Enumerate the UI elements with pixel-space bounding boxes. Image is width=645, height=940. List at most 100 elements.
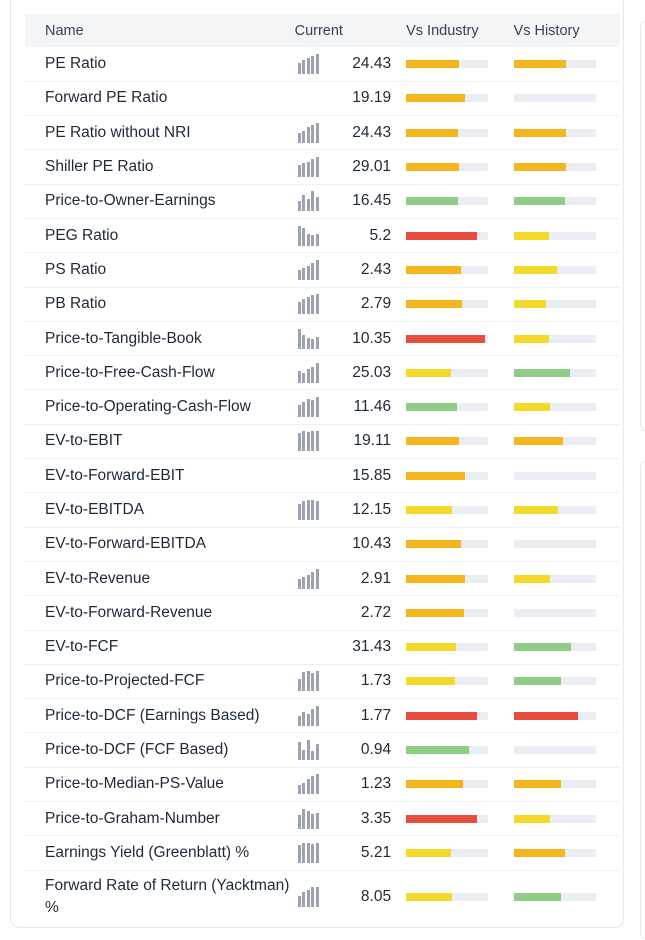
- ratio-name[interactable]: Price-to-Projected-FCF: [45, 672, 205, 690]
- vs-history-bar[interactable]: [513, 506, 596, 514]
- ratio-name[interactable]: Shiller PE Ratio: [45, 158, 154, 176]
- bar-chart-icon[interactable]: [297, 294, 326, 315]
- vs-industry-bar[interactable]: [406, 265, 489, 274]
- table-row[interactable]: EV-to-Revenue 2.91: [25, 561, 620, 596]
- vs-industry-bar[interactable]: [406, 300, 489, 309]
- vs-industry-bar[interactable]: [406, 540, 489, 549]
- bar-chart-icon[interactable]: [297, 500, 326, 520]
- vs-history-bar[interactable]: [513, 574, 596, 583]
- vs-industry-bar[interactable]: [406, 437, 489, 446]
- table-row[interactable]: EV-to-Forward-EBIT 15.85: [25, 459, 620, 493]
- vs-history-bar[interactable]: [513, 608, 596, 617]
- table-row[interactable]: Forward PE Ratio 19.19: [25, 81, 620, 116]
- vs-industry-bar[interactable]: [406, 608, 489, 617]
- vs-industry-bar[interactable]: [406, 197, 489, 206]
- ratio-name[interactable]: Price-to-Tangible-Book: [45, 329, 202, 347]
- table-row[interactable]: Price-to-Projected-FCF 1.73: [25, 664, 620, 699]
- vs-industry-bar[interactable]: [406, 368, 489, 377]
- bar-chart-icon[interactable]: [297, 157, 326, 178]
- table-row[interactable]: Price-to-DCF (FCF Based) 0.94: [25, 733, 620, 768]
- bar-chart-icon[interactable]: [297, 774, 326, 795]
- ratio-name[interactable]: EV-to-Revenue: [45, 569, 151, 587]
- bar-chart-icon[interactable]: [297, 362, 326, 383]
- vs-history-bar[interactable]: [513, 59, 596, 68]
- bar-chart-icon[interactable]: [297, 122, 326, 143]
- ratio-name[interactable]: Price-to-DCF (FCF Based): [45, 741, 229, 759]
- vs-history-bar[interactable]: [513, 711, 596, 720]
- ratio-name[interactable]: Earnings Yield (Greenblatt) %: [45, 843, 250, 861]
- vs-industry-bar[interactable]: [406, 848, 489, 857]
- ratio-name[interactable]: EV-to-Forward-EBIT: [45, 466, 185, 484]
- table-row[interactable]: Price-to-Operating-Cash-Flow 11.46: [25, 390, 620, 425]
- vs-industry-bar[interactable]: [406, 892, 489, 901]
- vs-industry-bar[interactable]: [406, 746, 489, 755]
- vs-industry-bar[interactable]: [406, 677, 489, 686]
- vs-history-bar[interactable]: [513, 231, 596, 240]
- vs-history-bar[interactable]: [513, 780, 596, 789]
- vs-industry-bar[interactable]: [406, 643, 489, 652]
- vs-history-bar[interactable]: [513, 94, 596, 103]
- table-row[interactable]: Price-to-Tangible-Book 10.35: [25, 321, 620, 356]
- ratio-name[interactable]: Price-to-Owner-Earnings: [45, 192, 216, 210]
- vs-history-bar[interactable]: [513, 892, 596, 901]
- ratio-name[interactable]: Forward PE Ratio: [45, 89, 168, 107]
- bar-chart-icon[interactable]: [297, 259, 326, 280]
- table-row[interactable]: EV-to-EBIT 19.11: [25, 424, 620, 459]
- bar-chart-icon[interactable]: [297, 191, 326, 212]
- header-current[interactable]: Current: [294, 22, 343, 39]
- vs-industry-bar[interactable]: [406, 128, 489, 137]
- vs-industry-bar[interactable]: [406, 506, 489, 514]
- table-row[interactable]: EV-to-EBITDA 12.15: [25, 493, 620, 528]
- vs-industry-bar[interactable]: [406, 780, 489, 789]
- vs-history-bar[interactable]: [513, 814, 596, 823]
- vs-industry-bar[interactable]: [406, 471, 489, 480]
- vs-history-bar[interactable]: [513, 197, 596, 206]
- vs-history-bar[interactable]: [513, 128, 596, 137]
- table-row[interactable]: Shiller PE Ratio 29.01: [25, 150, 620, 185]
- table-row[interactable]: Price-to-Graham-Number 3.35: [25, 802, 620, 836]
- vs-history-bar[interactable]: [513, 265, 596, 274]
- ratio-name[interactable]: EV-to-EBITDA: [45, 501, 145, 518]
- vs-history-bar[interactable]: [513, 403, 596, 412]
- bar-chart-icon[interactable]: [297, 53, 326, 74]
- table-row[interactable]: Price-to-DCF (Earnings Based) 1.77: [25, 699, 620, 733]
- vs-industry-bar[interactable]: [406, 814, 489, 823]
- vs-history-bar[interactable]: [513, 746, 596, 755]
- ratio-name[interactable]: PS Ratio: [45, 260, 107, 278]
- vs-history-bar[interactable]: [513, 643, 596, 652]
- bar-chart-icon[interactable]: [297, 568, 326, 589]
- vs-history-bar[interactable]: [513, 471, 596, 480]
- table-row[interactable]: PS Ratio 2.43: [25, 253, 620, 288]
- vs-industry-bar[interactable]: [406, 403, 489, 412]
- vs-industry-bar[interactable]: [406, 231, 489, 240]
- vs-industry-bar[interactable]: [406, 59, 489, 68]
- ratio-name[interactable]: Price-to-Free-Cash-Flow: [45, 363, 215, 381]
- vs-history-bar[interactable]: [513, 677, 596, 686]
- table-row[interactable]: EV-to-FCF 31.43: [25, 630, 620, 665]
- bar-chart-icon[interactable]: [297, 225, 326, 246]
- table-row[interactable]: Price-to-Median-PS-Value 1.23: [25, 767, 620, 802]
- ratio-name[interactable]: Price-to-DCF (Earnings Based): [45, 706, 260, 724]
- bar-chart-icon[interactable]: [297, 886, 326, 907]
- bar-chart-icon[interactable]: [297, 397, 326, 418]
- vs-history-bar[interactable]: [513, 848, 596, 857]
- header-name[interactable]: Name: [45, 22, 84, 39]
- header-vs-history[interactable]: Vs History: [513, 22, 580, 39]
- header-vs-industry[interactable]: Vs Industry: [406, 22, 479, 39]
- bar-chart-icon[interactable]: [297, 705, 326, 726]
- table-row[interactable]: Price-to-Free-Cash-Flow 25.03: [25, 356, 620, 390]
- vs-history-bar[interactable]: [513, 540, 596, 549]
- ratio-name[interactable]: Forward Rate of Return (Yacktman) %: [45, 876, 290, 916]
- ratio-name[interactable]: EV-to-FCF: [45, 638, 119, 656]
- bar-chart-icon[interactable]: [297, 740, 326, 761]
- table-row[interactable]: PEG Ratio 5.2: [25, 218, 620, 253]
- table-row[interactable]: Earnings Yield (Greenblatt) % 5.21: [25, 836, 620, 871]
- bar-chart-icon[interactable]: [297, 671, 326, 692]
- ratio-name[interactable]: EV-to-Forward-EBITDA: [45, 535, 207, 553]
- vs-industry-bar[interactable]: [406, 163, 489, 172]
- table-row[interactable]: Price-to-Owner-Earnings 16.45: [25, 184, 620, 219]
- ratio-name[interactable]: PE Ratio: [45, 54, 107, 72]
- table-row[interactable]: EV-to-Forward-Revenue 2.72: [25, 596, 620, 631]
- vs-industry-bar[interactable]: [406, 574, 489, 583]
- table-row[interactable]: Forward Rate of Return (Yacktman) % 8.05: [25, 870, 620, 923]
